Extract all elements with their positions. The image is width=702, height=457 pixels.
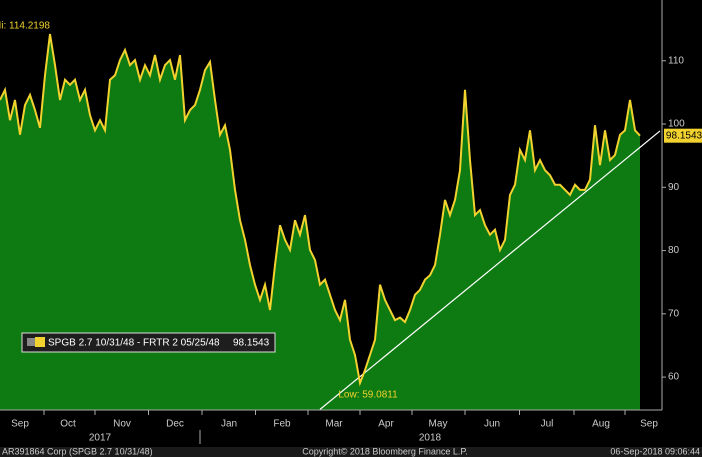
legend-name: SPGB 2.7 10/31/48 - FRTR 2 05/25/48 bbox=[48, 338, 220, 349]
y-tick-label: 70 bbox=[668, 308, 680, 319]
x-tick-label: Aug bbox=[592, 419, 610, 430]
last-value-label: 98.1543 bbox=[666, 130, 702, 141]
x-tick-label: Jun bbox=[484, 419, 500, 430]
x-tick-label: Sep bbox=[640, 419, 658, 430]
line bbox=[0, 33, 641, 387]
hi-label: Hi: 114.2198 bbox=[0, 21, 50, 32]
footer-left: AR391864 Corp (SPGB 2.7 10/31/48) bbox=[2, 446, 153, 456]
x-tick-label: Sep bbox=[11, 419, 29, 430]
year-label: 2018 bbox=[419, 433, 442, 444]
last-value-box bbox=[664, 128, 702, 143]
low-label: Low: 59.0811 bbox=[338, 390, 398, 401]
x-tick-label: Apr bbox=[378, 419, 394, 430]
footer-center: Copyright© 2018 Bloomberg Finance L.P. bbox=[302, 446, 468, 456]
x-tick-label: Oct bbox=[60, 419, 76, 430]
trendline bbox=[319, 130, 661, 410]
legend-box bbox=[21, 332, 276, 353]
footer-right: 06-Sep-2018 09:06:44 bbox=[610, 446, 700, 456]
x-tick-label: Feb bbox=[273, 419, 291, 430]
legend-value: 98.1543 bbox=[233, 338, 270, 349]
x-tick-label: Jan bbox=[221, 419, 237, 430]
year-label: 2017 bbox=[89, 433, 112, 444]
y-tick-label: 60 bbox=[668, 372, 680, 383]
footer-bar bbox=[0, 447, 702, 457]
legend-swatch-outer bbox=[27, 338, 35, 346]
x-tick-label: Nov bbox=[113, 419, 131, 430]
area bbox=[0, 34, 640, 411]
x-tick-label: Mar bbox=[325, 419, 343, 430]
x-tick-label: Dec bbox=[166, 419, 184, 430]
y-tick-label: 90 bbox=[668, 182, 680, 193]
x-tick-label: May bbox=[429, 419, 448, 430]
y-tick-label: 80 bbox=[668, 245, 680, 256]
y-tick-label: 110 bbox=[668, 55, 684, 66]
y-tick-label: 100 bbox=[668, 119, 685, 130]
legend-swatch bbox=[35, 337, 45, 347]
x-tick-label: Jul bbox=[541, 419, 554, 430]
